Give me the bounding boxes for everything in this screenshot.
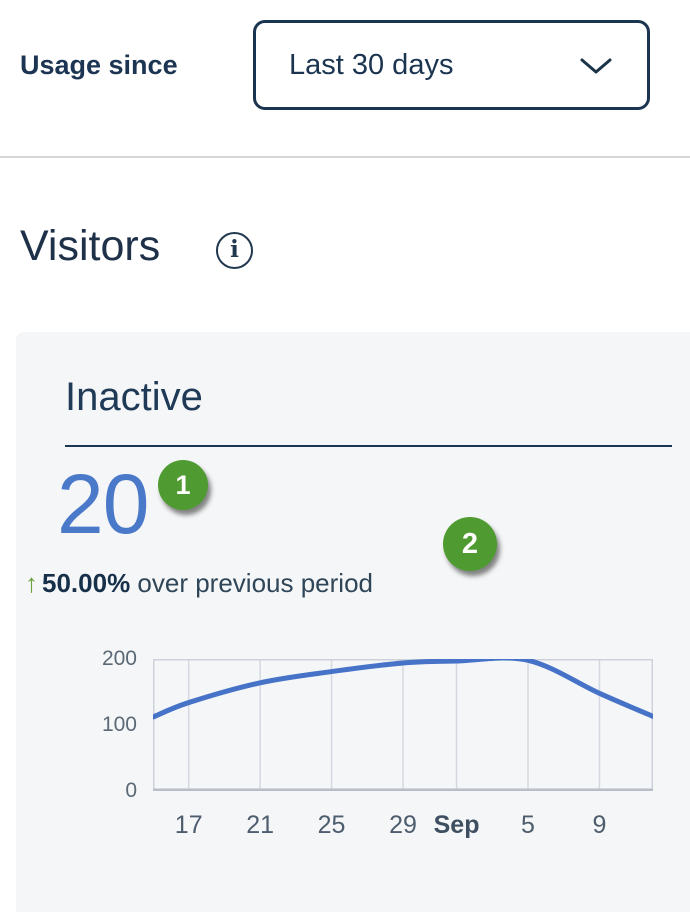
- arrow-up-icon: ↑: [25, 568, 38, 598]
- delta-line: ↑ 50.00% over previous period: [25, 566, 373, 600]
- y-tick-label: 0: [125, 779, 137, 802]
- inactive-card: Inactive 20 1 2 ↑ 50.00% over previous pe…: [16, 332, 690, 912]
- chart-plot-area: [153, 659, 653, 791]
- annotation-badge-1: 1: [158, 460, 208, 510]
- delta-percent: 50.00%: [42, 568, 131, 598]
- period-dropdown-value: Last 30 days: [289, 48, 454, 81]
- y-tick-label: 200: [101, 647, 137, 670]
- section-divider: [0, 156, 690, 158]
- info-icon-glyph: i: [230, 236, 239, 263]
- x-tick-label: 17: [174, 811, 203, 839]
- delta-text: over previous period: [137, 568, 373, 598]
- info-icon[interactable]: i: [216, 232, 253, 269]
- visitors-chart: 0 100 200 17 21 25 29 Sep 5 9: [16, 647, 690, 869]
- annotation-badge-2: 2: [443, 517, 497, 571]
- card-title-rule: [65, 445, 672, 447]
- x-tick-label: 9: [592, 811, 607, 839]
- card-title: Inactive: [65, 375, 203, 419]
- usage-since-label: Usage since: [20, 50, 178, 80]
- metric-value: 20: [57, 457, 149, 551]
- page-title: Visitors: [20, 222, 161, 270]
- x-tick-label: 25: [317, 811, 346, 839]
- period-dropdown[interactable]: Last 30 days: [253, 20, 650, 110]
- x-tick-label: 5: [521, 811, 535, 839]
- y-tick-label: 100: [101, 713, 137, 736]
- x-tick-label: 29: [389, 811, 417, 839]
- x-tick-label: 21: [246, 811, 275, 839]
- x-tick-label: Sep: [433, 811, 480, 839]
- chevron-down-icon: [580, 58, 612, 74]
